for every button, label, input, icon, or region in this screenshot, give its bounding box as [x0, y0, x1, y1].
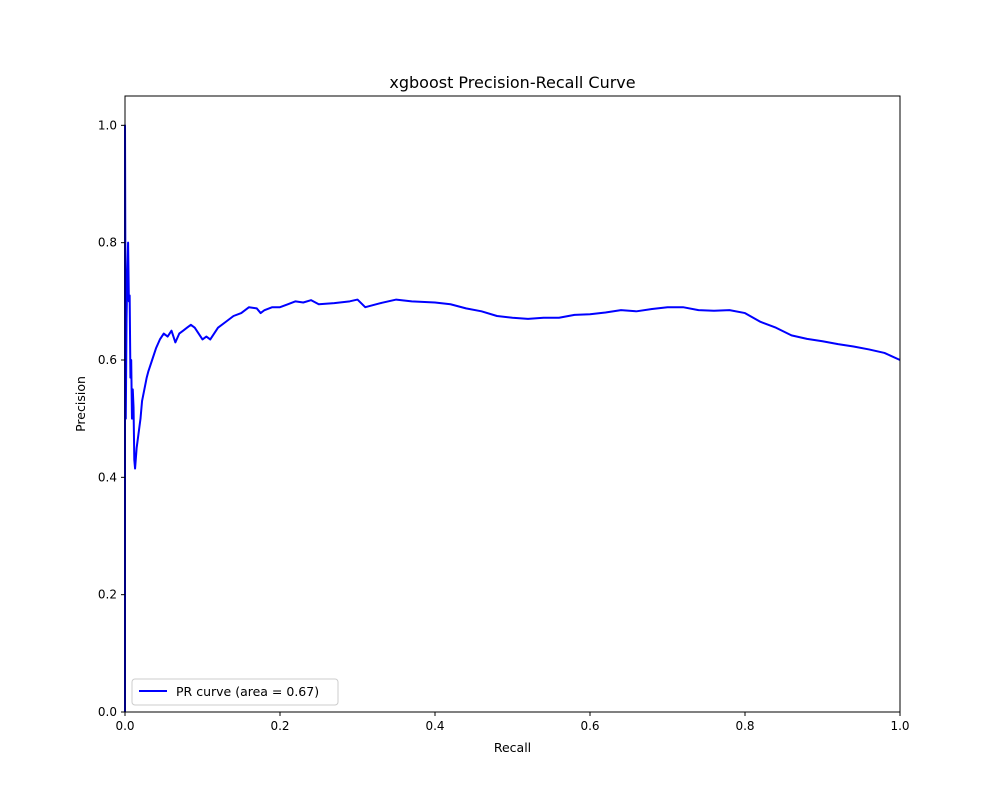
- x-tick-label: 0.4: [425, 719, 444, 733]
- legend-label: PR curve (area = 0.67): [176, 684, 319, 699]
- x-tick-label: 1.0: [890, 719, 909, 733]
- x-tick-label: 0.0: [115, 719, 134, 733]
- y-tick-label: 0.4: [98, 470, 117, 484]
- chart-title: xgboost Precision-Recall Curve: [389, 73, 635, 92]
- axes-frame: [124, 95, 901, 713]
- legend: PR curve (area = 0.67): [131, 678, 339, 706]
- y-axis-label: Precision: [73, 376, 88, 432]
- y-tick-label: 1.0: [98, 118, 117, 132]
- x-tick-label: 0.8: [735, 719, 754, 733]
- y-tick-label: 0.6: [98, 353, 117, 367]
- x-axis: 0.0 0.2 0.4 0.6 0.8 1.0: [115, 712, 910, 733]
- x-axis-label: Recall: [494, 740, 531, 755]
- legend-box: [131, 678, 339, 706]
- series-line-0: [124, 124, 901, 712]
- y-tick-label: 0.0: [98, 705, 117, 719]
- y-axis: 0.0 0.2 0.4 0.6 0.8 1.0: [98, 118, 125, 719]
- x-tick-label: 0.2: [270, 719, 289, 733]
- y-tick-label: 0.2: [98, 588, 117, 602]
- y-tick-label: 0.8: [98, 236, 117, 250]
- plot-area: [124, 124, 901, 712]
- x-tick-label: 0.6: [580, 719, 599, 733]
